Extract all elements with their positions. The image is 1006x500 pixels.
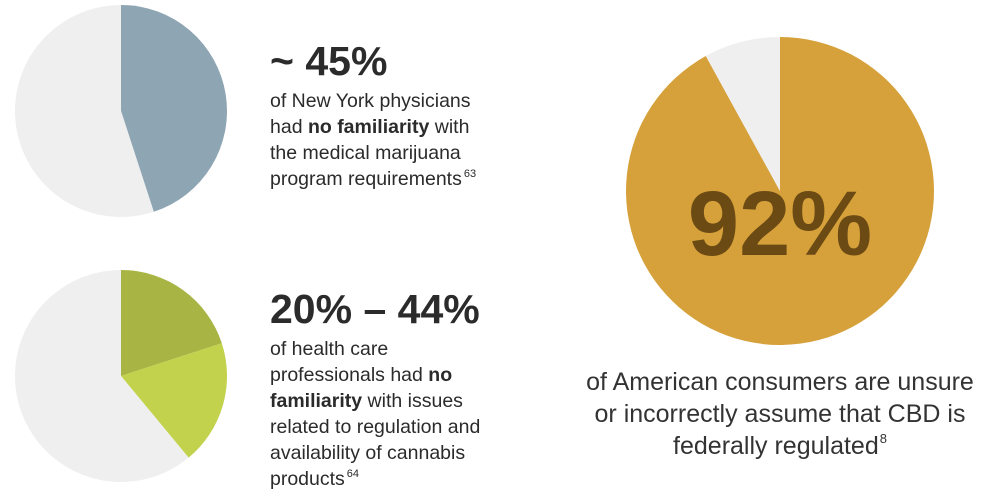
footnote-ref: 63: [463, 168, 477, 180]
desc-line: of health care: [270, 338, 389, 360]
desc-line: of American consumers are unsure: [586, 368, 974, 396]
pie-slice-3: [14, 270, 189, 482]
footnote-ref: 64: [346, 468, 360, 480]
pie-slice-2: [121, 343, 227, 458]
desc-text: professionals had: [270, 364, 429, 386]
desc-emphasis: no familiarity: [307, 116, 430, 138]
stat-description: of health care professionals had no fami…: [270, 336, 570, 492]
pie-slice-2: [705, 37, 780, 191]
desc-line: availability of cannabis: [270, 442, 466, 464]
desc-text: with: [429, 116, 470, 138]
pie-slice-1: [121, 5, 228, 212]
pie-chart-health-professionals: [14, 270, 227, 482]
pie-chart-ny-physicians: [15, 5, 228, 217]
desc-line: the medical marijuana: [270, 142, 461, 164]
stat-headline: ~ 45%: [270, 38, 388, 84]
desc-emphasis: familiarity: [270, 390, 363, 412]
pie-center-label: 92%: [688, 173, 872, 275]
desc-text: had: [270, 116, 308, 138]
pie-slice-2: [15, 5, 154, 217]
pie-chart-american-consumers: 92%: [626, 37, 934, 345]
desc-line: federally regulated: [673, 432, 879, 460]
footnote-ref: 8: [879, 431, 887, 446]
desc-emphasis: no: [428, 364, 453, 386]
desc-line: or incorrectly assume that CBD is: [594, 400, 966, 428]
stat-description: of New York physicians had no familiarit…: [270, 88, 570, 192]
stat-ny-physicians: ~ 45% of New York physicians had no fami…: [270, 38, 570, 192]
pie-slice-1: [121, 270, 222, 376]
desc-line: products: [270, 468, 345, 490]
desc-line: program requirements: [270, 168, 462, 190]
desc-line: related to regulation and: [270, 416, 481, 438]
stat-headline: 20% – 44%: [270, 286, 480, 332]
stat-american-consumers: of American consumers are unsure or inco…: [560, 366, 1000, 462]
desc-text: with issues: [362, 390, 463, 412]
stat-health-professionals: 20% – 44% of health care professionals h…: [270, 286, 570, 492]
desc-line: of New York physicians: [270, 90, 471, 112]
